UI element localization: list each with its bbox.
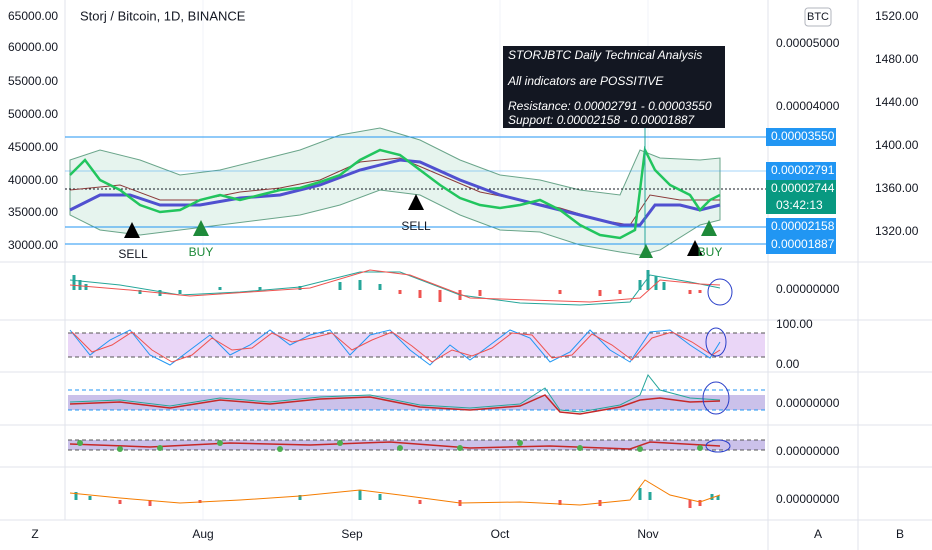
signal-line (69, 269, 721, 303)
sell-arrow (124, 222, 140, 238)
pane-axis-label: 0.00000000 (776, 444, 840, 458)
right-axis-label: 1320.00 (875, 224, 919, 238)
right-axis-label: 1480.00 (875, 52, 919, 66)
pane4-band (68, 440, 765, 450)
pane4-dots (77, 440, 703, 452)
left-axis-label: 40000.00 (8, 173, 58, 187)
signal-label: BUY (189, 245, 214, 259)
sell-arrow (408, 194, 424, 210)
left-axis-label: 30000.00 (8, 238, 58, 252)
pane-axis-label: 0.00000000 (776, 396, 840, 410)
annotation-support: Support: 0.00002158 - 0.00001887 (508, 113, 695, 127)
time-axis-label: Aug (192, 527, 213, 541)
right-axis-label: 1360.00 (875, 181, 919, 195)
pane3-signal (69, 394, 721, 415)
signal-label: BUY (698, 245, 723, 259)
left-axis-label: 35000.00 (8, 205, 58, 219)
countdown: 03:42:13 (776, 198, 823, 212)
right-axis-label: 1440.00 (875, 95, 919, 109)
currency-button-label[interactable]: BTC (807, 11, 829, 23)
badge-label: 0.00001887 (771, 237, 835, 251)
buy-arrow (639, 244, 653, 258)
pane-axis-label: 0.00000000 (776, 492, 840, 506)
buy-arrow (701, 220, 717, 236)
fast-ma (69, 158, 721, 227)
bollinger-band (69, 127, 721, 256)
symbol-title: Storj / Bitcoin, 1D, BINANCE (80, 8, 246, 23)
stoch-d (71, 331, 721, 363)
left-axis-label: 65000.00 (8, 9, 58, 23)
slow-ma (69, 157, 720, 226)
pane3-band (68, 395, 765, 410)
signal-label: SELL (401, 219, 431, 233)
log-button[interactable]: B (896, 527, 904, 541)
left-axis-label: 50000.00 (8, 107, 58, 121)
stoch-band (68, 333, 765, 357)
badge (766, 236, 836, 254)
time-axis-label: Nov (637, 527, 658, 541)
stoch-k (69, 329, 721, 366)
badge-label: 0.00003550 (771, 129, 835, 143)
pane-axis-label: 0.00000000 (776, 282, 840, 296)
highlight-circle (702, 381, 730, 415)
price-axis-label: 0.00004000 (776, 99, 840, 113)
right-axis-label: 1400.00 (875, 138, 919, 152)
pane-axis-label: 0.00 (776, 357, 800, 371)
price-axis-label: 0.00005000 (776, 36, 840, 50)
highlight-circle (707, 278, 733, 306)
time-axis-label: Oct (491, 527, 510, 541)
badge (766, 162, 836, 180)
currency-button[interactable] (804, 7, 832, 27)
pane4-line (69, 441, 721, 450)
time-axis: Aug Sep Oct Nov (192, 527, 658, 541)
pane5-histogram (74, 488, 720, 508)
badge-label: 0.00002158 (771, 219, 835, 233)
left-axis: 65000.00 60000.00 55000.00 50000.00 45000.00… (8, 9, 58, 252)
badge-label: 0.00002744 (771, 181, 835, 195)
badge (766, 180, 836, 214)
time-axis-label: Sep (341, 527, 363, 541)
left-axis-label: 55000.00 (8, 74, 58, 88)
annotation-title: STORJBTC Daily Technical Analysis (508, 48, 702, 62)
badge (766, 128, 836, 146)
buy-arrow (193, 220, 209, 236)
sell-arrow (687, 240, 703, 256)
pane3-line (69, 374, 721, 413)
annotation-box (503, 46, 725, 128)
highlight-circle (705, 327, 727, 357)
signal-label: SELL (118, 247, 148, 261)
pane-axis-label: 100.00 (776, 317, 813, 331)
auto-button[interactable]: A (814, 527, 822, 541)
right-axis: 1520.00 1480.00 1440.00 1400.00 1360.00 1320.… (875, 9, 919, 238)
zoom-button[interactable]: Z (31, 527, 38, 541)
annotation-status: All indicators are POSSITIVE (507, 74, 664, 88)
right-axis-label: 1520.00 (875, 9, 919, 23)
badge (766, 218, 836, 236)
macd-line (69, 271, 721, 306)
highlight-circle (705, 439, 731, 453)
badge-label: 0.00002791 (771, 163, 835, 177)
left-axis-label: 45000.00 (8, 140, 58, 154)
left-axis-label: 60000.00 (8, 40, 58, 54)
pane5-line (69, 479, 721, 506)
annotation-resistance: Resistance: 0.00002791 - 0.00003550 (508, 99, 712, 113)
